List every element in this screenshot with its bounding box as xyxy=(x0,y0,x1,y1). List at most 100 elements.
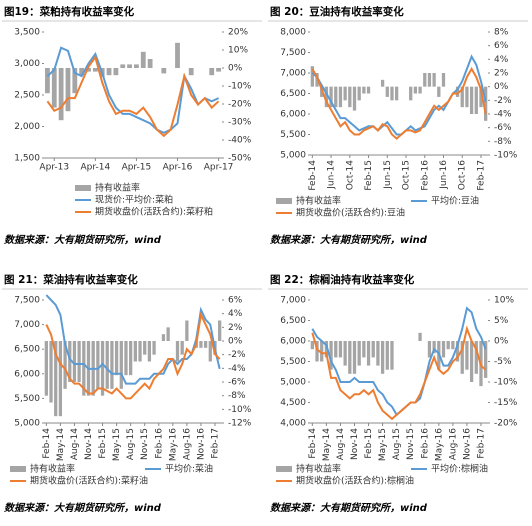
x-tick-label: Feb-15 xyxy=(364,160,374,191)
bar xyxy=(395,86,399,101)
bar xyxy=(129,341,133,376)
y2-tick-label: 6% xyxy=(228,296,243,306)
line xyxy=(46,46,219,134)
bar xyxy=(315,341,319,362)
bar xyxy=(455,341,460,362)
x-tick-label: Aug-16 xyxy=(448,428,458,461)
bar xyxy=(100,341,105,396)
bar xyxy=(460,341,464,374)
chart-title: 图 22：棕榈油持有收益率变化 xyxy=(270,273,415,286)
source-note: 数据来源：大有期货研究所，wind xyxy=(4,234,162,246)
bar xyxy=(114,341,119,376)
bar xyxy=(427,341,432,358)
bar xyxy=(310,341,314,350)
x-tick-label: Jun-14 xyxy=(327,160,337,190)
bar xyxy=(54,341,58,417)
legend-label: 持有收益率 xyxy=(296,195,341,207)
bar xyxy=(68,341,72,382)
bar xyxy=(484,86,488,121)
y-tick-label: 5,000 xyxy=(280,151,306,161)
chart-title: 图 21：菜油持有收益率变化 xyxy=(4,273,138,286)
bar xyxy=(58,68,64,121)
bar xyxy=(352,86,357,111)
y-tick-label: 7,500 xyxy=(280,48,306,58)
y2-tick-label: -10% xyxy=(228,82,252,92)
x-tick-label: Oct-15 xyxy=(402,160,412,190)
bar xyxy=(465,341,469,370)
bar xyxy=(460,86,464,108)
bar xyxy=(338,341,343,358)
bar xyxy=(352,341,357,374)
bar xyxy=(124,341,128,376)
x-tick-label: Aug-15 xyxy=(392,428,402,460)
x-tick-label: Nov-14 xyxy=(84,428,94,460)
bar xyxy=(357,341,361,366)
bar xyxy=(320,341,324,362)
y-tick-label: 1,500 xyxy=(14,154,40,164)
bar xyxy=(310,66,314,87)
bar xyxy=(106,68,112,76)
y-tick-label: 4,000 xyxy=(280,419,306,429)
x-tick-label: May-15 xyxy=(378,428,388,461)
y-tick-label: 7,000 xyxy=(280,296,306,306)
y2-tick-label: -40% xyxy=(228,136,252,146)
bar xyxy=(140,51,146,68)
x-tick-label: Feb-15 xyxy=(98,428,108,459)
y-tick-label: 6,000 xyxy=(14,369,40,379)
bar xyxy=(175,341,180,362)
y2-tick-label: -6% xyxy=(494,123,512,133)
y2-tick-label: 10% xyxy=(228,46,248,56)
y-tick-label: 5,000 xyxy=(280,378,306,388)
x-tick-label: Apr-14 xyxy=(80,163,110,173)
bar xyxy=(469,341,474,382)
bar xyxy=(216,68,221,72)
y2-tick-label: -12% xyxy=(228,419,252,429)
bar xyxy=(432,73,436,87)
bar xyxy=(86,68,91,72)
y-tick-label: 6,000 xyxy=(280,337,306,347)
bar xyxy=(418,332,422,341)
bar xyxy=(96,341,100,389)
y2-tick-label: -50% xyxy=(228,154,252,164)
bar xyxy=(72,68,78,94)
source-note: 数据来源：大有期货研究所，wind xyxy=(270,234,428,246)
y-tick-label: 3,500 xyxy=(14,28,40,38)
y2-tick-label: 2% xyxy=(228,323,243,333)
legend-label: 期货收盘价(活跃合约):菜籽油 xyxy=(30,475,148,487)
bar xyxy=(362,341,366,358)
y-tick-label: 6,500 xyxy=(14,345,40,355)
legend-label: 平均价:豆油 xyxy=(431,195,479,207)
y2-tick-label: -8% xyxy=(228,391,246,401)
bar xyxy=(152,341,156,355)
bar xyxy=(77,341,81,382)
bar xyxy=(110,341,114,389)
bar xyxy=(188,68,194,76)
x-tick-label: Apr-13 xyxy=(39,163,69,173)
bar xyxy=(343,86,347,101)
y2-tick-label: 5% xyxy=(494,316,509,326)
bar xyxy=(362,86,366,94)
chart-title: 图19：菜粕持有收益率变化 xyxy=(4,5,135,18)
bar xyxy=(45,68,50,94)
legend-label: 持有收益率 xyxy=(30,463,75,475)
bar xyxy=(329,341,333,370)
bar xyxy=(161,334,166,341)
y2-tick-label: -8% xyxy=(494,137,512,147)
bar xyxy=(348,86,352,108)
line xyxy=(311,325,487,421)
bar xyxy=(484,341,488,378)
bar xyxy=(65,68,71,112)
bar xyxy=(437,86,441,97)
bar xyxy=(119,341,123,389)
bar xyxy=(376,341,380,366)
bar xyxy=(175,42,180,68)
legend-label: 期货收盘价(活跃合约):菜籽粕 xyxy=(95,206,213,218)
bar xyxy=(209,68,215,76)
y-tick-label: 3,000 xyxy=(14,59,40,69)
line xyxy=(311,306,487,417)
y-tick-label: 6,500 xyxy=(280,316,306,326)
legend-label: 平均价:棕榈油 xyxy=(431,463,488,475)
y2-tick-label: -2% xyxy=(494,96,512,106)
bar xyxy=(208,341,212,362)
y-tick-label: 7,500 xyxy=(14,296,40,306)
